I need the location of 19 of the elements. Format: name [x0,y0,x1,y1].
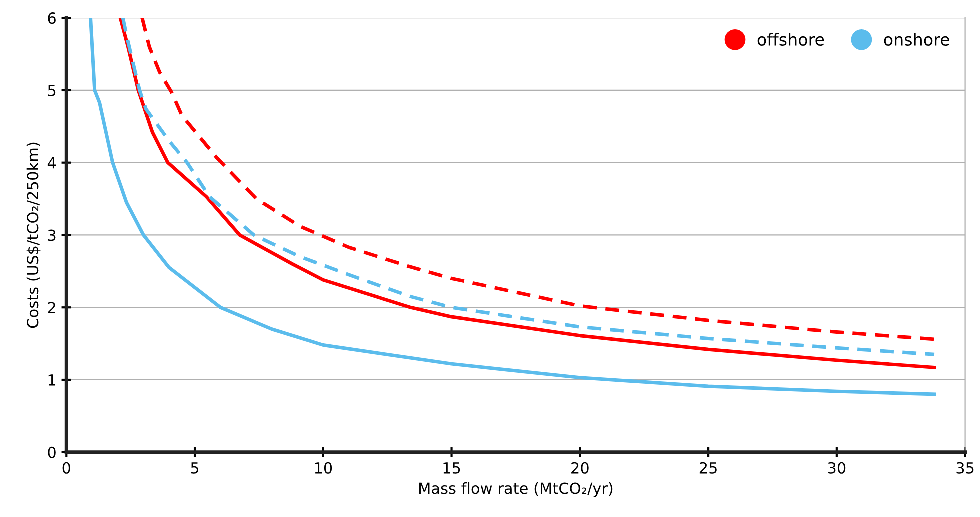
legend-label: offshore [758,33,824,46]
x-tick-label: 30 [828,462,846,474]
x-axis-title: Mass flow rate (MtCO₂/yr) [420,482,613,498]
x-tick-label: 10 [315,462,332,474]
legend-label: onshore [884,33,950,46]
x-tick-label: 0 [62,462,70,474]
x-tick-label: 15 [444,462,460,474]
y-tick-label: 5 [48,85,56,96]
x-tick-label: 25 [700,462,717,474]
x-tick-label: 35 [956,462,974,474]
y-tick-label: 6 [48,12,56,24]
x-tick-label: 5 [191,462,199,474]
y-tick-label: 4 [48,158,56,169]
y-tick-label: 0 [48,446,56,458]
x-tick-label: 20 [572,462,589,474]
y-tick-label: 1 [48,374,56,386]
y-tick-label: 3 [48,230,56,242]
y-tick-label: 2 [48,302,56,314]
y-axis-title: Costs (US$/tCO₂/250km) [26,142,41,328]
